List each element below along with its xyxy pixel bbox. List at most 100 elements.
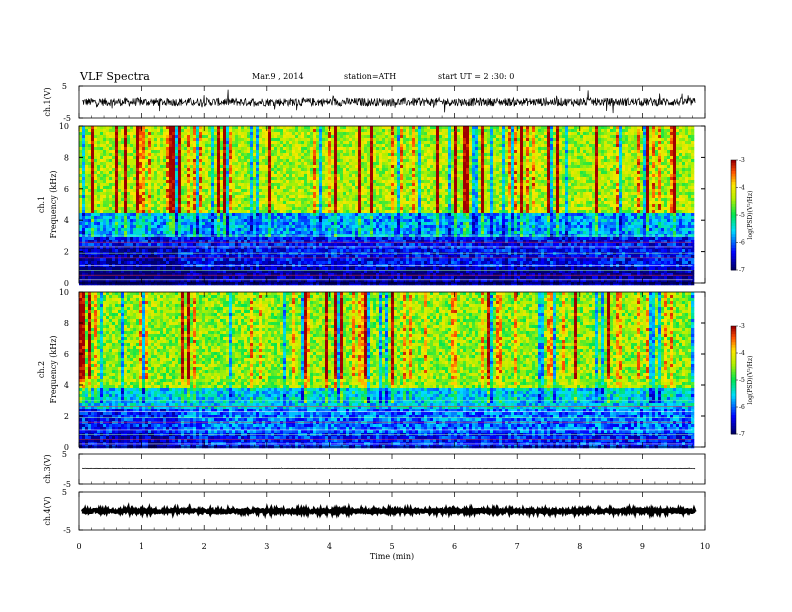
spectrogram-cell [286,192,289,195]
spectrogram-cell [307,276,310,279]
spectrogram-cell [214,153,217,156]
spectrogram-cell [100,177,103,180]
spectrogram-cell [124,153,127,156]
spectrogram-cell [316,126,319,129]
spectrogram-cell [256,216,259,219]
spectrogram-cell [199,258,202,261]
spectrogram-cell [328,183,331,186]
spectrogram-cell [298,141,301,144]
spectrogram-cell [187,183,190,186]
spectrogram-cell [304,132,307,135]
spectrogram-cell [346,198,349,201]
spectrogram-cell [301,162,304,165]
spectrogram-cell [256,225,259,228]
spectrogram-cell [148,162,151,165]
spectrogram-cell [319,267,322,270]
spectrogram-cell [94,129,97,132]
spectrogram-cell [181,183,184,186]
spectrogram-cell [220,276,223,279]
spectrogram-cell [178,153,181,156]
spectrogram-cell [319,147,322,150]
spectrogram-cell [196,282,199,285]
spectrogram-cell [337,210,340,213]
spectrogram-cell [205,261,208,264]
spectrogram-cell [271,282,274,285]
spectrogram-cell [217,159,220,162]
spectrogram-cell [118,171,121,174]
spectrogram-cell [235,150,238,153]
spectrogram-cell [226,135,229,138]
spectrogram-cell [118,153,121,156]
spectrogram-cell [241,222,244,225]
spectrogram-cell [352,216,355,219]
spectrogram-cell [328,138,331,141]
spectrogram-cell [277,135,280,138]
spectrogram-cell [136,150,139,153]
spectrogram-cell [181,168,184,171]
spectrogram-cell [220,279,223,282]
spectrogram-cell [109,210,112,213]
spectrogram-cell [256,237,259,240]
spectrogram-cell [301,183,304,186]
spectrogram-cell [184,225,187,228]
spectrogram-cell [340,213,343,216]
spectrogram-cell [235,126,238,129]
spectrogram-cell [94,258,97,261]
spectrogram-cell [304,198,307,201]
spectrogram-cell [241,183,244,186]
spectrogram-cell [196,183,199,186]
spectrogram-cell [214,198,217,201]
spectrogram-cell [334,174,337,177]
spectrogram-cell [268,273,271,276]
spectrogram-cell [277,219,280,222]
spectrogram-cell [172,183,175,186]
spectrogram-cell [154,213,157,216]
spectrogram-cell [127,186,130,189]
spectrogram-cell [154,144,157,147]
spectrogram-cell [289,165,292,168]
spectrogram-cell [307,135,310,138]
spectrogram-cell [292,150,295,153]
spectrogram-cell [337,228,340,231]
spectrogram-cell [124,282,127,285]
spectrogram-cell [190,240,193,243]
spectrogram-cell [256,126,259,129]
spectrogram-cell [232,216,235,219]
spectrogram-cell [127,246,130,249]
spectrogram-cell [175,216,178,219]
spectrogram-cell [100,195,103,198]
spectrogram-cell [304,186,307,189]
spectrogram-cell [169,282,172,285]
spectrogram-cell [151,162,154,165]
spectrogram-cell [286,240,289,243]
spectrogram-cell [265,261,268,264]
spectrogram-cell [253,132,256,135]
spectrogram-cell [316,246,319,249]
spectrogram-cell [337,144,340,147]
spectrogram-cell [88,168,91,171]
spectrogram-cell [103,126,106,129]
spectrogram-cell [124,138,127,141]
spectrogram-cell [121,129,124,132]
spectrogram-cell [319,153,322,156]
spectrogram-cell [253,138,256,141]
spectrogram-cell [160,252,163,255]
spectrogram-cell [274,174,277,177]
spectrogram-cell [235,138,238,141]
spectrogram-cell [115,192,118,195]
spectrogram-cell [310,141,313,144]
spectrogram-cell [268,141,271,144]
spectrogram-cell [268,138,271,141]
spectrogram-cell [181,282,184,285]
spectrogram-cell [337,237,340,240]
spectrogram-cell [196,168,199,171]
spectrogram-cell [211,228,214,231]
spectrogram-cell [169,210,172,213]
spectrogram-cell [307,150,310,153]
spectrogram-cell [169,216,172,219]
spectrogram-cell [256,243,259,246]
spectrogram-cell [151,228,154,231]
spectrogram-cell [307,207,310,210]
spectrogram-cell [226,174,229,177]
spectrogram-cell [157,282,160,285]
